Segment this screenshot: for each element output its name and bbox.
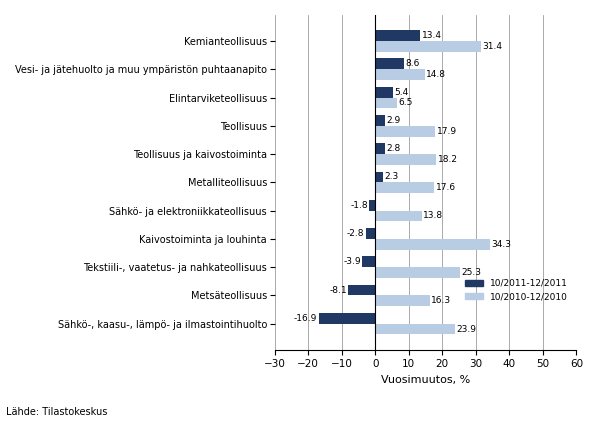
Bar bbox=[375, 87, 393, 98]
Bar bbox=[375, 69, 425, 80]
Bar bbox=[375, 154, 437, 165]
Text: 23.9: 23.9 bbox=[457, 325, 477, 333]
Bar bbox=[375, 182, 434, 193]
Bar bbox=[375, 98, 397, 108]
Text: -8.1: -8.1 bbox=[329, 285, 347, 295]
Bar bbox=[375, 239, 490, 250]
Text: 6.5: 6.5 bbox=[398, 99, 413, 107]
Text: 14.8: 14.8 bbox=[426, 70, 446, 79]
Text: -3.9: -3.9 bbox=[343, 257, 361, 266]
Text: 17.9: 17.9 bbox=[437, 127, 457, 136]
Text: 2.9: 2.9 bbox=[386, 116, 401, 125]
Text: 2.3: 2.3 bbox=[385, 173, 398, 181]
Text: 16.3: 16.3 bbox=[431, 296, 451, 305]
Bar bbox=[375, 296, 430, 306]
Legend: 10/2011-12/2011, 10/2010-12/2010: 10/2011-12/2011, 10/2010-12/2010 bbox=[462, 275, 572, 305]
Bar bbox=[375, 210, 422, 221]
Text: 5.4: 5.4 bbox=[395, 88, 409, 97]
Text: 13.4: 13.4 bbox=[422, 31, 441, 40]
Bar bbox=[319, 313, 375, 324]
Bar bbox=[375, 126, 435, 136]
Text: -16.9: -16.9 bbox=[294, 314, 317, 323]
Bar bbox=[366, 228, 375, 239]
Bar bbox=[375, 143, 385, 154]
Bar bbox=[362, 256, 375, 267]
Text: 31.4: 31.4 bbox=[482, 42, 502, 51]
Bar bbox=[375, 41, 481, 52]
Text: 8.6: 8.6 bbox=[405, 59, 420, 68]
Bar bbox=[375, 172, 383, 182]
Text: 34.3: 34.3 bbox=[492, 240, 512, 249]
Bar bbox=[375, 30, 420, 41]
Bar bbox=[375, 324, 456, 334]
Text: 18.2: 18.2 bbox=[438, 155, 457, 164]
Bar bbox=[348, 285, 375, 296]
Text: Lähde: Tilastokeskus: Lähde: Tilastokeskus bbox=[6, 407, 108, 417]
Text: -2.8: -2.8 bbox=[347, 229, 365, 238]
X-axis label: Vuosimuutos, %: Vuosimuutos, % bbox=[381, 375, 470, 385]
Text: 25.3: 25.3 bbox=[462, 268, 481, 277]
Text: -1.8: -1.8 bbox=[350, 201, 368, 210]
Text: 2.8: 2.8 bbox=[386, 144, 400, 153]
Text: 13.8: 13.8 bbox=[423, 211, 443, 221]
Bar bbox=[375, 267, 460, 278]
Bar bbox=[369, 200, 375, 210]
Bar bbox=[375, 115, 385, 126]
Bar bbox=[375, 59, 404, 69]
Text: 17.6: 17.6 bbox=[435, 183, 456, 192]
